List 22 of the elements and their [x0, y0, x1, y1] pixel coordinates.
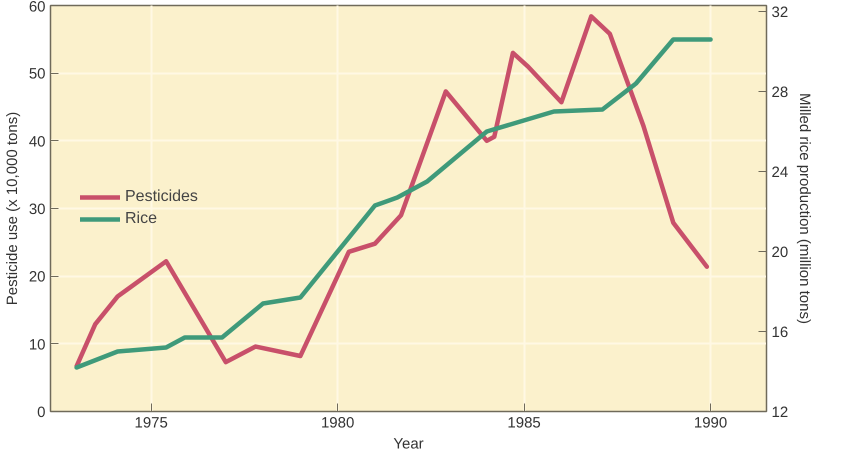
y-tick-label: 0: [37, 404, 46, 421]
y2-tick-label: 12: [772, 404, 788, 421]
y-tick-label: 10: [28, 336, 46, 354]
legend-label: Pesticides: [125, 188, 198, 206]
y-tick-label: 40: [28, 133, 46, 150]
y-tick-label: 60: [28, 0, 46, 16]
y-axis-title: Pesticide use (x 10,000 tons): [4, 112, 21, 306]
y-tick-label: 50: [28, 66, 46, 83]
y2-tick-label: 24: [772, 164, 788, 181]
y2-axis-title: Milled rice production (million tons): [796, 93, 814, 324]
x-axis-title: Year: [393, 436, 424, 452]
x-tick-label: 1975: [134, 414, 168, 432]
x-tick-label: 1985: [507, 414, 541, 432]
y2-tick-label: 16: [772, 324, 788, 341]
legend-label: Rice: [125, 210, 158, 228]
y2-tick-label: 32: [772, 4, 788, 21]
x-tick-label: 1980: [320, 414, 354, 432]
y-tick-label: 20: [28, 268, 46, 286]
y-tick-label: 30: [28, 201, 46, 218]
x-tick-label: 1990: [694, 414, 728, 432]
y2-tick-label: 20: [772, 244, 788, 261]
y2-tick-label: 28: [772, 84, 788, 101]
